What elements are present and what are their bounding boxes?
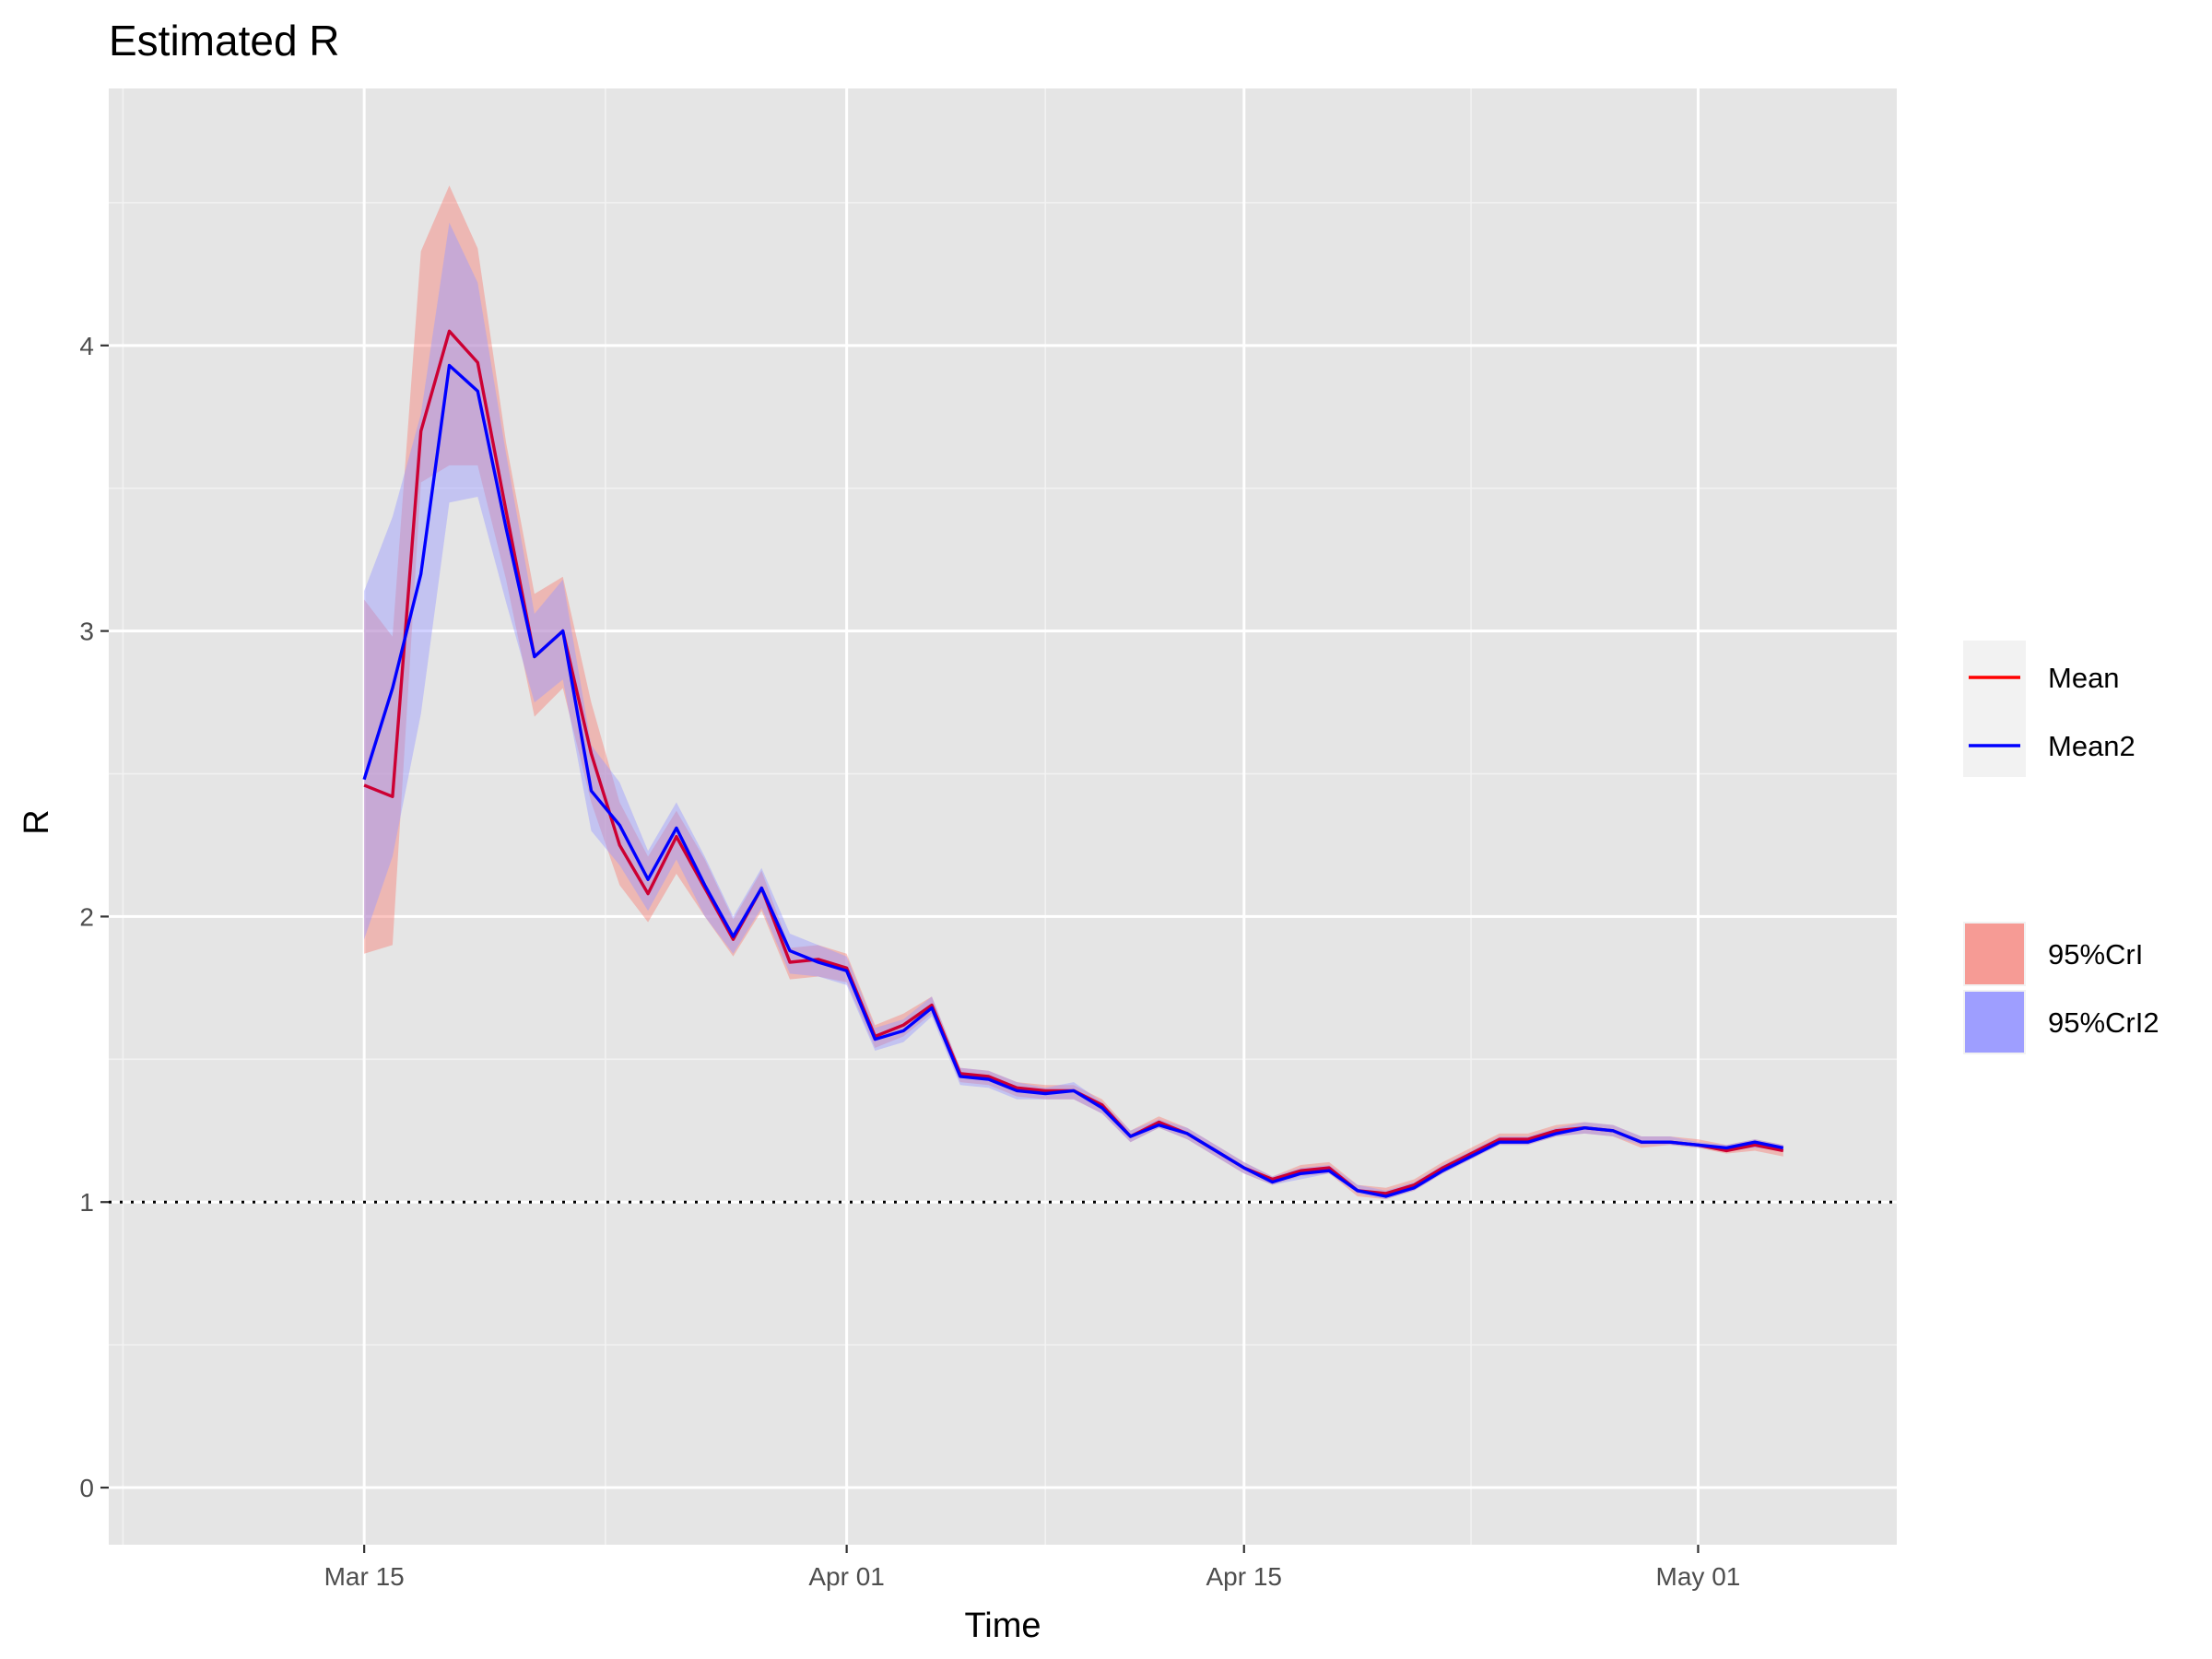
legend-lines-background xyxy=(1963,641,2026,777)
x-tick-label: Apr 15 xyxy=(1206,1562,1282,1591)
legend-fill-key-2 xyxy=(1965,992,2024,1053)
y-tick-label: 3 xyxy=(79,618,94,646)
legend-fill-label-2: 95%CrI2 xyxy=(2048,1006,2159,1039)
y-tick-label: 1 xyxy=(79,1188,94,1217)
legend-lines: Mean Mean2 xyxy=(1963,641,2136,777)
legend-fills: 95%CrI 95%CrI2 xyxy=(1963,922,2159,1054)
y-tick-label: 4 xyxy=(79,332,94,360)
plot-area xyxy=(109,88,1897,1545)
legend-line-label-2: Mean2 xyxy=(2048,730,2136,762)
chart-title: Estimated R xyxy=(109,17,340,65)
grid-minor xyxy=(109,88,1897,1545)
line-layer xyxy=(362,329,1784,1198)
legend-fill-key-1 xyxy=(1965,924,2024,984)
legend-line-label-1: Mean xyxy=(2048,662,2120,694)
y-axis: 0 1 2 3 4 xyxy=(79,332,109,1502)
x-tick-label: Mar 15 xyxy=(324,1562,405,1591)
y-axis-title: R xyxy=(18,809,56,834)
x-axis-title: Time xyxy=(964,1606,1041,1645)
plot-panel xyxy=(109,88,1897,1545)
series-line-2 xyxy=(362,363,1784,1198)
x-tick-label: May 01 xyxy=(1656,1562,1741,1591)
x-tick-label: Apr 01 xyxy=(808,1562,885,1591)
y-tick-label: 0 xyxy=(79,1474,94,1502)
y-tick-label: 2 xyxy=(79,902,94,931)
x-axis: Mar 15 Apr 01 Apr 15 May 01 xyxy=(324,1545,1741,1591)
legend-fill-label-1: 95%CrI xyxy=(2048,938,2143,971)
